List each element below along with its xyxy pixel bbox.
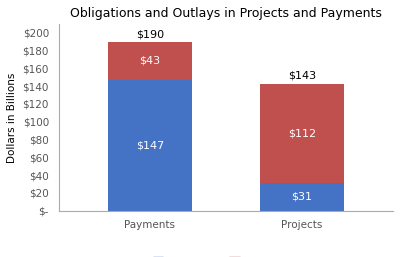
Text: $31: $31 xyxy=(291,192,312,202)
Bar xyxy=(260,183,344,211)
Text: $112: $112 xyxy=(288,128,316,138)
Text: $43: $43 xyxy=(139,56,160,66)
Text: $190: $190 xyxy=(136,29,164,39)
Bar xyxy=(260,84,344,183)
Y-axis label: Dollars in Billions: Dollars in Billions xyxy=(7,72,17,162)
Title: Obligations and Outlays in Projects and Payments: Obligations and Outlays in Projects and … xyxy=(70,7,382,20)
Bar xyxy=(108,42,192,80)
Bar xyxy=(108,80,192,211)
Text: $147: $147 xyxy=(136,140,164,150)
Text: $143: $143 xyxy=(288,71,316,81)
